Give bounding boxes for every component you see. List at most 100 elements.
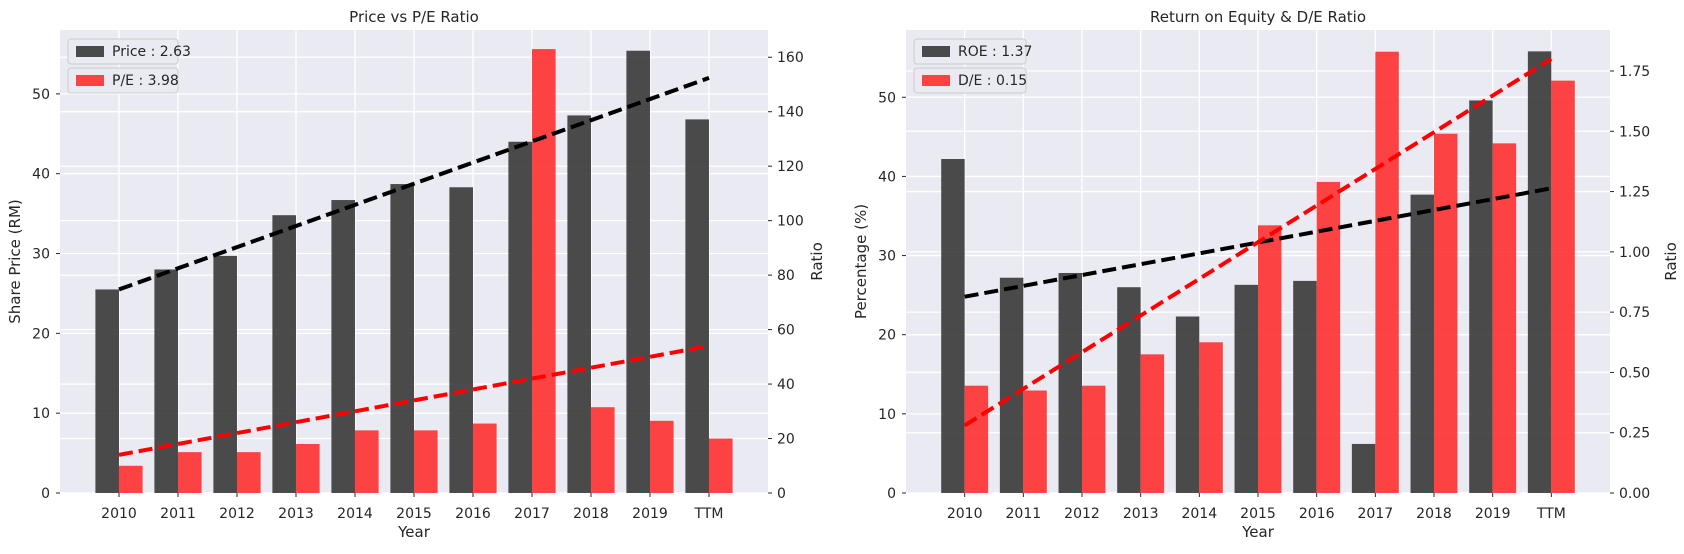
y-tick-label-left: 0 xyxy=(41,486,50,502)
bar-secondary xyxy=(532,49,556,494)
y-tick-label-right: 140 xyxy=(777,105,804,121)
x-tick-label: 2015 xyxy=(1240,506,1276,522)
bar-primary xyxy=(508,141,532,494)
y-tick-label-right: 0.50 xyxy=(1619,365,1650,381)
bar-secondary xyxy=(355,430,379,493)
legend-label: ROE : 1.37 xyxy=(958,44,1032,60)
bar-primary xyxy=(213,255,237,493)
x-tick-label: 2016 xyxy=(455,506,491,522)
y-tick-label-left: 50 xyxy=(32,87,50,103)
bar-primary xyxy=(154,269,178,493)
y-tick-label-right: 1.25 xyxy=(1619,185,1650,201)
bar-primary xyxy=(1293,280,1317,493)
y-tick-label-left: 0 xyxy=(887,486,896,502)
y-tick-label-left: 40 xyxy=(878,169,896,185)
x-tick-label: 2011 xyxy=(1006,506,1042,522)
bar-secondary xyxy=(1023,390,1047,493)
chart-title: Return on Equity & D/E Ratio xyxy=(1150,8,1366,26)
x-tick-label: 2014 xyxy=(1182,506,1218,522)
bar-secondary xyxy=(1082,385,1106,493)
trend-line-secondary xyxy=(963,57,1553,428)
bar-secondary xyxy=(1258,225,1282,493)
chart-roe-de: 2010 2011 2012 2013 2014 2015 2016 2017 2018 2019… xyxy=(852,8,1680,541)
y-tick-label-left: 20 xyxy=(32,326,50,342)
x-tick-label: 2012 xyxy=(219,506,255,522)
trend-line-primary xyxy=(118,76,710,292)
bar-primary xyxy=(1117,287,1141,493)
legend-swatch xyxy=(922,46,950,57)
y-tick-label-right: 120 xyxy=(777,159,804,175)
bar-primary xyxy=(95,289,119,493)
bar-secondary xyxy=(1316,181,1341,493)
bar-primary xyxy=(685,119,709,494)
bar-primary xyxy=(567,115,591,493)
y-tick-label-right: 0 xyxy=(777,486,786,502)
bar-primary xyxy=(1469,100,1493,493)
bar-secondary xyxy=(964,385,989,493)
y-tick-label-left: 30 xyxy=(32,247,50,263)
bar-secondary xyxy=(650,420,674,493)
bar-secondary xyxy=(709,438,733,493)
y-tick-label-right: 1.00 xyxy=(1619,245,1650,261)
bar-secondary xyxy=(1434,133,1458,494)
legend-box xyxy=(67,67,179,94)
y-tick-label-right: 20 xyxy=(777,432,795,448)
bar-secondary xyxy=(119,465,143,493)
x-tick-label: 2017 xyxy=(1358,506,1394,522)
x-tick-label: 2012 xyxy=(1064,506,1100,522)
x-tick-label: 2010 xyxy=(947,506,983,522)
x-tick-label: TTM xyxy=(1536,506,1566,522)
legend-box xyxy=(67,38,179,65)
bar-primary xyxy=(331,200,355,493)
x-tick-label: 2016 xyxy=(1299,506,1335,522)
x-tick-label: 2019 xyxy=(1475,506,1511,522)
y-axis-label-left: Share Price (RM) xyxy=(6,199,24,323)
x-tick-label: 2014 xyxy=(337,506,373,522)
bar-primary xyxy=(999,277,1024,493)
y-tick-label-right: 60 xyxy=(777,323,795,339)
bar-secondary xyxy=(1375,51,1399,493)
legend-swatch xyxy=(922,75,950,86)
bar-secondary xyxy=(414,430,438,493)
x-axis-label: Year xyxy=(397,523,431,541)
bar-secondary xyxy=(1199,342,1223,493)
x-tick-label: 2018 xyxy=(1416,506,1452,522)
legend-swatch xyxy=(76,75,104,86)
y-tick-label-right: 40 xyxy=(777,377,795,393)
bar-primary xyxy=(941,159,965,493)
y-axis-label-left: Percentage (%) xyxy=(852,204,870,319)
y-tick-label-right: 80 xyxy=(777,268,795,284)
bar-secondary xyxy=(591,407,615,493)
chart-title: Price vs P/E Ratio xyxy=(349,8,479,26)
legend-label: P/E : 3.98 xyxy=(112,73,179,89)
x-tick-label: 2011 xyxy=(160,506,196,522)
bar-secondary xyxy=(473,423,497,493)
y-tick-label-right: 160 xyxy=(777,50,804,66)
y-tick-label-left: 20 xyxy=(878,328,896,344)
bar-secondary xyxy=(296,443,320,493)
x-tick-label: 2010 xyxy=(101,506,137,522)
bar-secondary xyxy=(1140,354,1165,493)
x-tick-label: 2013 xyxy=(1123,506,1159,522)
bar-primary xyxy=(1058,272,1082,493)
bar-primary xyxy=(1351,443,1376,493)
x-tick-label: TTM xyxy=(694,506,724,522)
x-tick-label: 2015 xyxy=(396,506,432,522)
bar-primary xyxy=(626,50,650,493)
y-tick-label-right: 1.75 xyxy=(1619,64,1650,80)
bar-primary xyxy=(1527,51,1552,493)
y-tick-label-right: 0.25 xyxy=(1619,426,1650,442)
y-tick-label-right: 0.75 xyxy=(1619,305,1650,321)
bar-secondary xyxy=(1551,80,1575,493)
bar-secondary xyxy=(237,452,261,493)
y-tick-label-left: 10 xyxy=(32,406,50,422)
bar-primary xyxy=(449,187,473,493)
bar-primary xyxy=(1234,284,1258,493)
y-axis-label-right: Ratio xyxy=(1662,242,1680,281)
y-tick-label-left: 40 xyxy=(32,167,50,183)
legend-swatch xyxy=(76,46,104,57)
x-tick-label: 2018 xyxy=(573,506,609,522)
bar-secondary xyxy=(178,452,202,493)
